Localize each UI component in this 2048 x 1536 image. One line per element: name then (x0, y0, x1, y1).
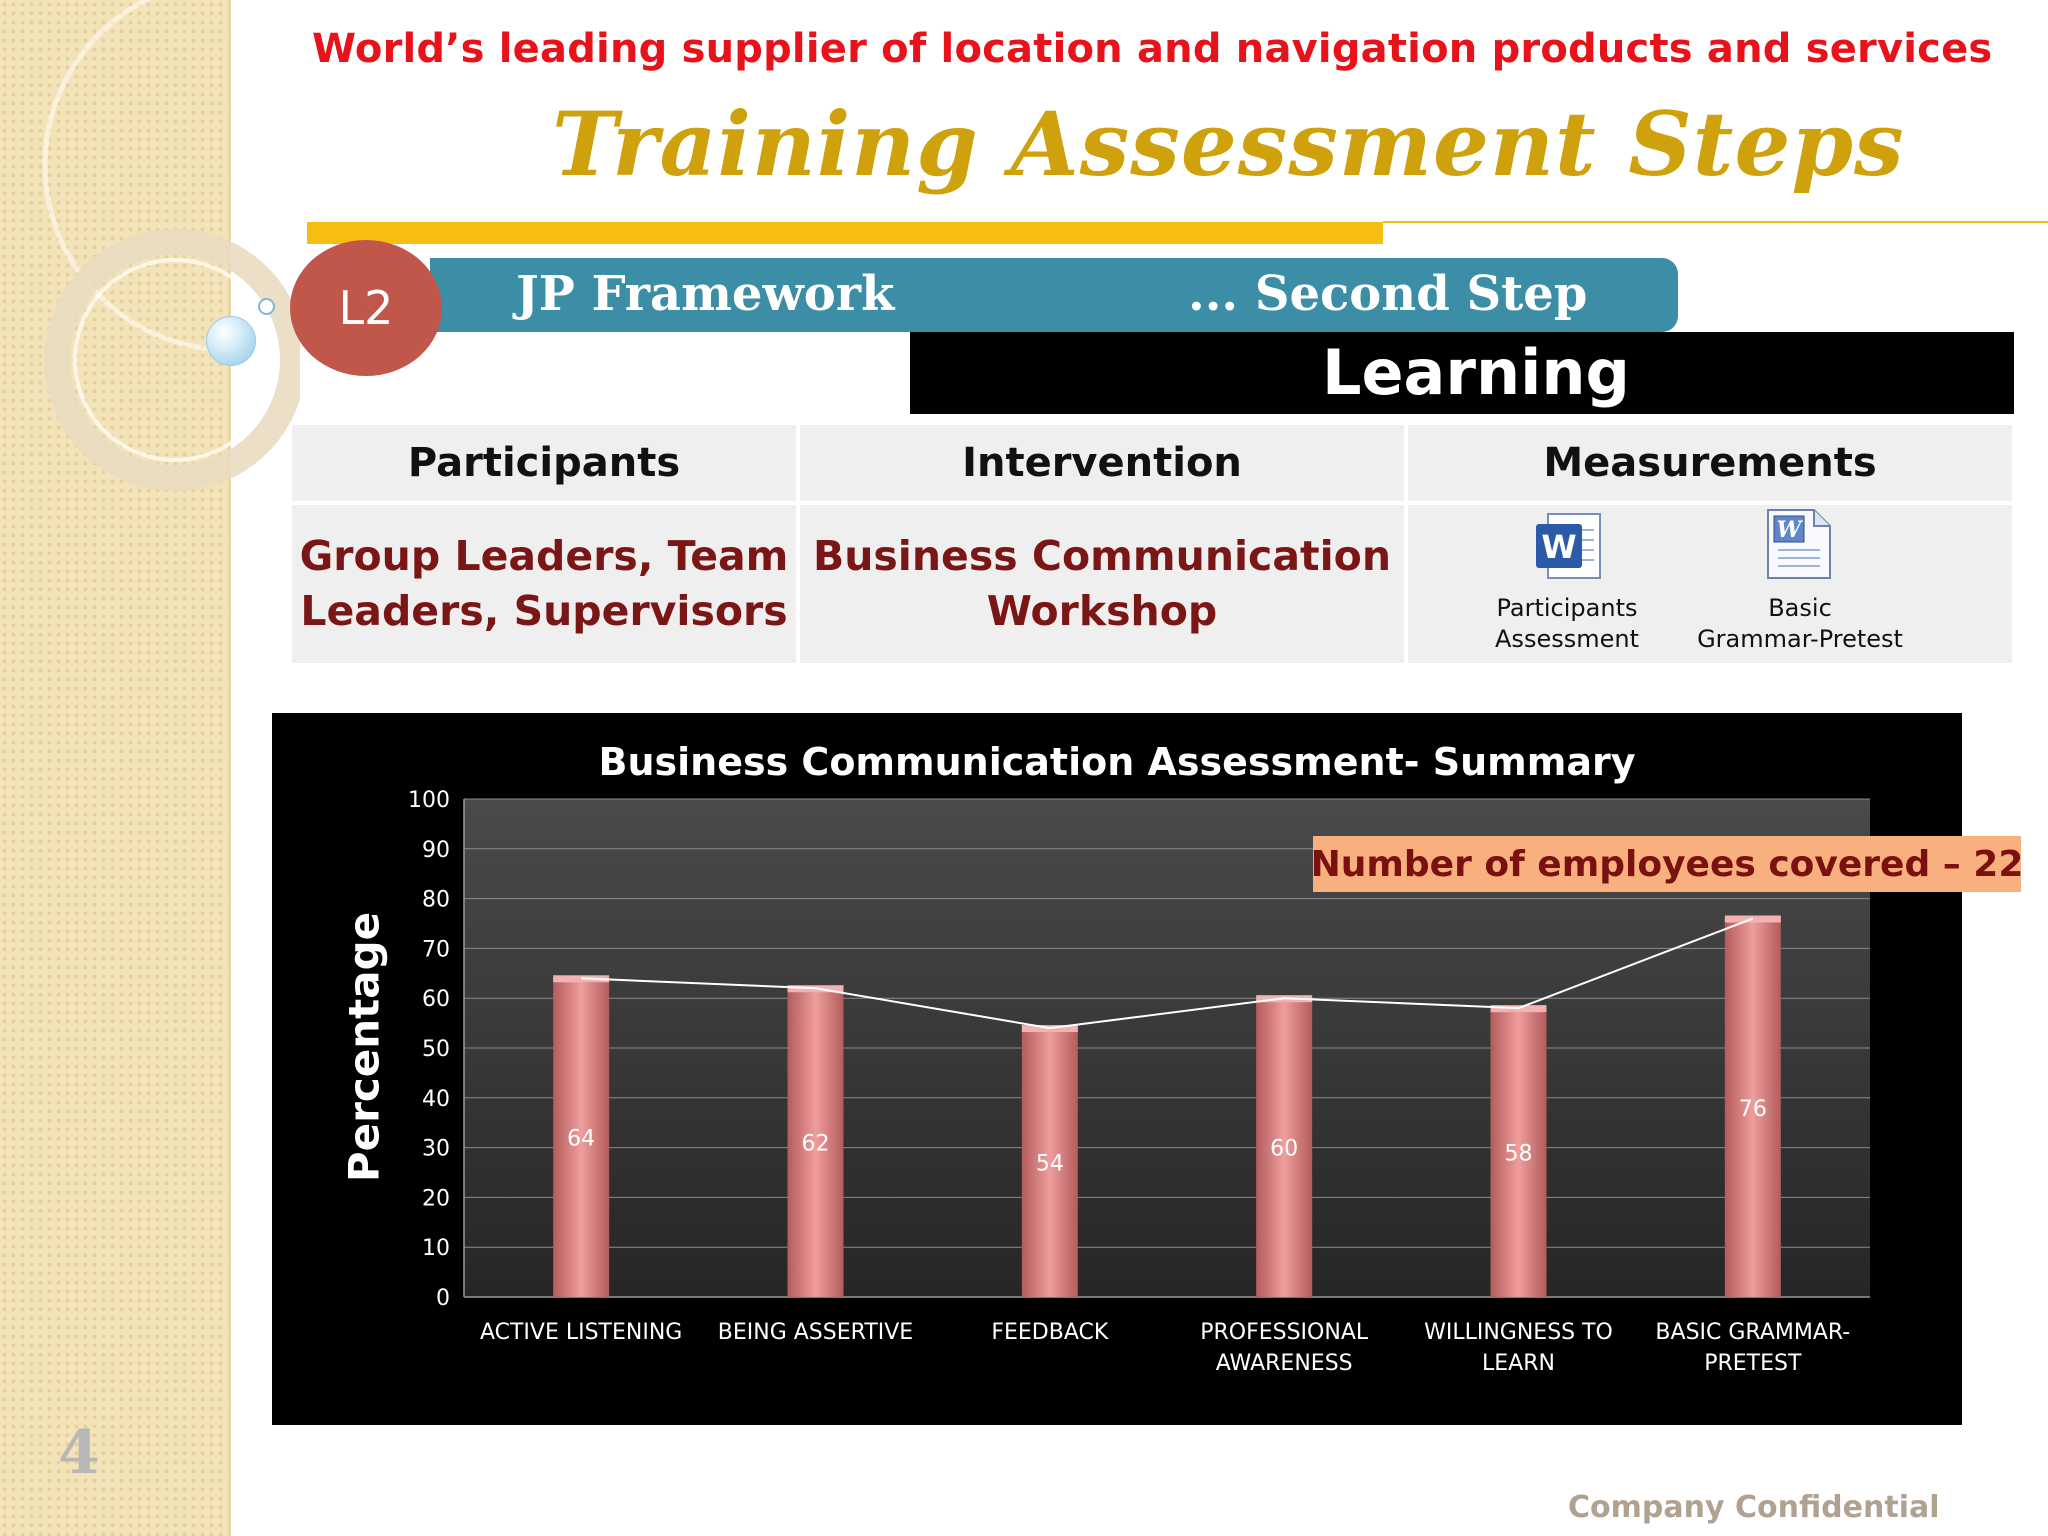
data-label: 58 (1505, 1142, 1533, 1167)
x-tick-label: PRETEST (1704, 1351, 1802, 1376)
level-badge: L2 (290, 240, 442, 376)
bar (553, 978, 610, 1297)
stage-label: Learning (1322, 336, 1630, 409)
svg-text:W: W (1777, 517, 1804, 543)
footer-confidential: Company Confidential (1568, 1490, 1940, 1525)
bar (1256, 998, 1313, 1297)
x-tick-label: LEARN (1482, 1351, 1555, 1376)
data-label: 54 (1036, 1152, 1064, 1177)
header-measurements: Measurements (1408, 425, 2012, 501)
y-tick-label: 100 (408, 788, 450, 813)
y-tick-label: 30 (422, 1137, 450, 1162)
orb-decoration (206, 316, 256, 366)
data-label: 76 (1739, 1097, 1767, 1122)
header-participants: Participants (292, 425, 796, 501)
title-underline-thin (1383, 221, 2048, 223)
measurements-cell (1408, 505, 2012, 663)
title-underline (307, 222, 1383, 244)
participants-cell: Group Leaders, Team Leaders, Supervisors (292, 505, 796, 663)
decorative-rings (42, 0, 300, 491)
participants-line-2: Leaders, Supervisors (300, 587, 788, 635)
page-number: 4 (58, 1418, 100, 1488)
employees-note: Number of employees covered – 22 (1311, 836, 2023, 892)
data-label: 62 (802, 1132, 830, 1157)
x-tick-label: WILLINGNESS TO (1424, 1320, 1613, 1345)
y-tick-label: 0 (436, 1286, 450, 1311)
header-intervention: Intervention (800, 425, 1404, 501)
bar (1490, 1008, 1547, 1297)
x-tick-label: AWARENESS (1216, 1351, 1353, 1376)
series-line (581, 917, 1754, 1030)
caption-line: Participants (1496, 594, 1638, 622)
y-axis-label: Percentage (339, 911, 389, 1183)
data-label: 64 (567, 1127, 595, 1152)
x-tick-label: PROFESSIONAL (1200, 1320, 1369, 1345)
x-tick-label: ACTIVE LISTENING (480, 1320, 682, 1345)
framework-step: ... Second Step (1188, 266, 1588, 322)
participants-line-1: Group Leaders, Team (299, 532, 789, 580)
bar-chart: 0 10 20 30 40 50 60 70 80 90 100 64 ACTIVE LISTENING… (408, 788, 1870, 1376)
bar (1021, 1028, 1078, 1297)
x-tick-label: FEEDBACK (991, 1320, 1109, 1345)
x-tick-label: BASIC GRAMMAR- (1655, 1320, 1850, 1345)
framework-label: JP Framework (516, 266, 895, 322)
caption-line: Assessment (1495, 625, 1639, 653)
measurement-caption: Basic Grammar-Pretest (1680, 593, 1920, 655)
caption-line: Grammar-Pretest (1697, 625, 1903, 653)
chart-title: Business Communication Assessment- Summa… (598, 740, 1636, 784)
x-tick-label: BEING ASSERTIVE (718, 1320, 913, 1345)
y-tick-label: 90 (422, 838, 450, 863)
page-title: Training Assessment Steps (552, 92, 1905, 196)
caption-line: Basic (1768, 594, 1832, 622)
y-tick-label: 60 (422, 987, 450, 1012)
framework-bar (430, 258, 1678, 332)
y-tick-label: 50 (422, 1037, 450, 1062)
word-document-icon[interactable]: W (1532, 510, 1604, 582)
orb-small-decoration (258, 298, 275, 315)
word-document-icon[interactable]: W (1760, 506, 1836, 582)
y-tick-label: 10 (422, 1236, 450, 1261)
y-tick-label: 70 (422, 937, 450, 962)
sidebar-edge (228, 0, 231, 1536)
bar (1724, 918, 1781, 1297)
bar (787, 988, 844, 1297)
intervention-cell: Business Communication Workshop (800, 505, 1404, 663)
intervention-line-2: Workshop (986, 587, 1218, 635)
measurement-caption: Participants Assessment (1454, 593, 1680, 655)
data-label: 60 (1270, 1137, 1298, 1162)
tagline: World’s leading supplier of location and… (312, 26, 1993, 72)
intervention-line-1: Business Communication (812, 532, 1392, 580)
y-tick-label: 40 (422, 1087, 450, 1112)
stage-bar (910, 332, 2014, 414)
y-tick-label: 20 (422, 1186, 450, 1211)
svg-text:W: W (1541, 528, 1576, 566)
y-tick-label: 80 (422, 888, 450, 913)
